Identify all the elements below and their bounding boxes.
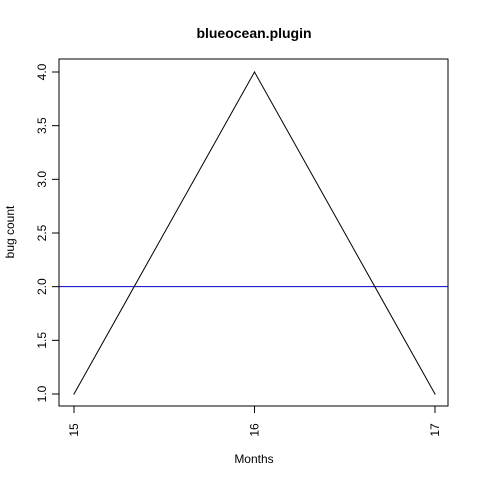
x-tick-label: 17 xyxy=(428,423,442,437)
y-tick-label: 1.5 xyxy=(35,332,49,349)
y-tick-label: 4.0 xyxy=(35,63,49,80)
y-tick-label: 1.0 xyxy=(35,385,49,402)
chart-title: blueocean.plugin xyxy=(196,25,311,41)
y-axis: 1.0 1.5 2.0 2.5 3.0 3.5 4.0 xyxy=(35,63,60,402)
y-axis-label: bug count xyxy=(3,205,17,258)
y-tick-label: 3.0 xyxy=(35,171,49,188)
x-tick-label: 15 xyxy=(67,423,81,437)
y-tick-label: 2.0 xyxy=(35,278,49,295)
x-axis: 15 16 17 xyxy=(67,405,442,437)
data-point xyxy=(73,393,75,395)
y-tick-label: 2.5 xyxy=(35,224,49,241)
y-tick-label: 3.5 xyxy=(35,117,49,134)
plot-area xyxy=(59,70,448,395)
data-point xyxy=(253,71,256,73)
x-axis-label: Months xyxy=(234,452,273,466)
data-point xyxy=(434,393,436,395)
x-tick-label: 16 xyxy=(248,423,262,437)
